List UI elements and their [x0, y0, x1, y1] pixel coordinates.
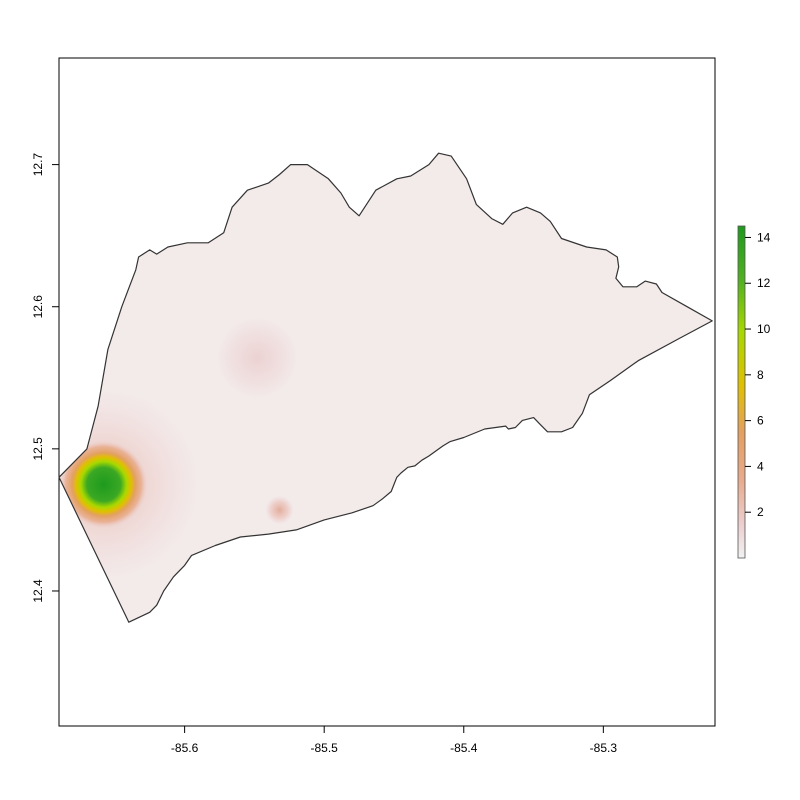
hotspot-2	[265, 496, 294, 524]
region-base-fill	[59, 153, 713, 623]
hotspot-3	[217, 317, 298, 398]
x-tick-label: -85.4	[450, 741, 478, 755]
legend-tick-label: 6	[757, 414, 764, 428]
region-boundary	[58, 152, 713, 623]
x-tick-label: -85.6	[171, 741, 199, 755]
legend-tick-label: 12	[757, 276, 771, 290]
legend-ticks: 2 4 6 8 10 12 14	[745, 230, 771, 519]
y-axis: 12.4 12.5 12.6 12.7	[31, 153, 59, 603]
y-tick-label: 12.7	[31, 153, 45, 177]
y-tick-label: 12.4	[31, 579, 45, 603]
y-tick-label: 12.6	[31, 295, 45, 319]
legend-tick-label: 10	[757, 322, 771, 336]
plot-frame	[58, 57, 716, 727]
legend-colorbar	[737, 225, 746, 559]
legend-tick-label: 14	[757, 230, 771, 244]
legend-tick-label: 8	[757, 368, 764, 382]
legend-tick-label: 4	[757, 459, 764, 473]
region-heatmap	[59, 153, 713, 623]
legend-tick-label: 2	[757, 505, 764, 519]
x-tick-label: -85.3	[590, 741, 618, 755]
x-tick-label: -85.5	[311, 741, 339, 755]
color-legend: 2 4 6 8 10 12 14	[737, 225, 771, 559]
x-axis: -85.6 -85.5 -85.4 -85.3	[171, 726, 617, 755]
y-tick-label: 12.5	[31, 437, 45, 461]
hotspot-1	[59, 440, 148, 529]
boundary-outline	[58, 152, 713, 623]
hotspot-layer	[59, 317, 298, 580]
